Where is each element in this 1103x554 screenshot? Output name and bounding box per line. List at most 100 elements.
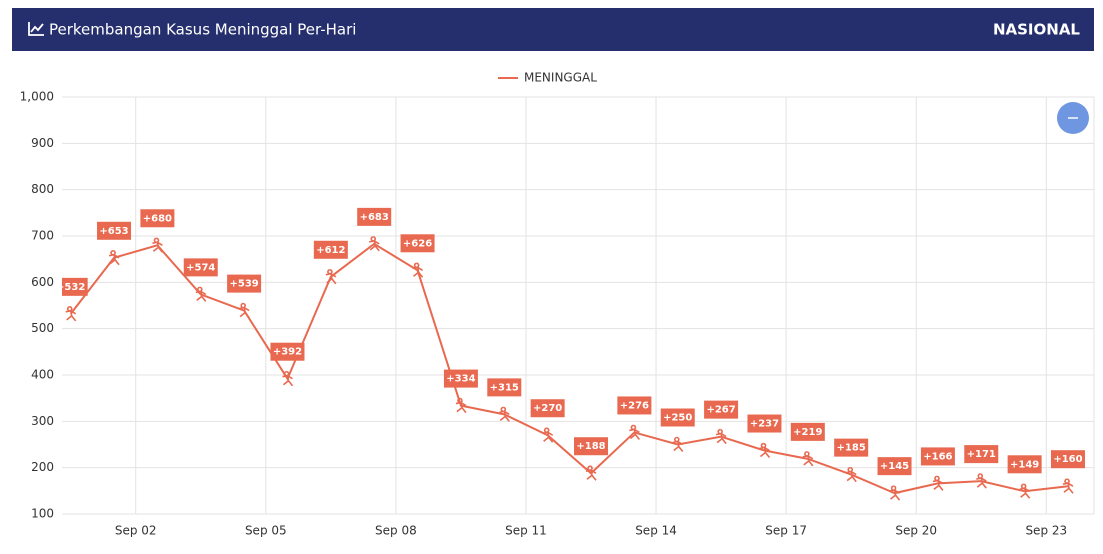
data-label-box	[270, 342, 305, 361]
data-label: +334	[446, 374, 475, 385]
data-label: +392	[273, 347, 302, 358]
legend-label: MENINGGAL	[524, 71, 597, 85]
data-label-box	[400, 234, 435, 253]
point-marker	[542, 427, 554, 443]
header-title: Perkembangan Kasus Meninggal Per-Hari	[49, 21, 356, 39]
point-marker	[672, 436, 684, 452]
data-label: +612	[316, 245, 345, 256]
data-label: +250	[663, 413, 692, 424]
series-line	[69, 242, 1069, 495]
data-label-box	[747, 414, 782, 433]
data-label: +185	[837, 443, 866, 454]
data-label-box	[834, 438, 869, 457]
data-label-box	[443, 369, 478, 388]
data-label: +237	[750, 419, 779, 430]
data-label: +532	[56, 282, 85, 293]
data-label: +145	[880, 461, 909, 472]
point-marker	[65, 306, 77, 322]
data-label: +653	[99, 226, 128, 237]
y-tick-label: 200	[31, 460, 54, 474]
data-label: +574	[186, 262, 215, 273]
data-label: +315	[490, 382, 519, 393]
header-bar	[12, 8, 1094, 51]
y-tick-label: 700	[31, 229, 54, 243]
point-marker	[369, 236, 380, 252]
point-marker	[108, 249, 120, 266]
point-marker	[846, 466, 857, 483]
point-marker	[195, 286, 207, 302]
point-marker	[759, 442, 771, 459]
point-marker	[932, 475, 944, 491]
data-label: +680	[143, 213, 172, 224]
x-tick-label: Sep 11	[505, 524, 547, 538]
y-tick-label: 800	[31, 182, 54, 196]
data-label: +149	[1010, 459, 1039, 470]
header-scope: NASIONAL	[993, 21, 1080, 39]
data-label: +539	[229, 279, 258, 290]
point-marker	[585, 465, 597, 481]
data-label: +270	[533, 403, 562, 414]
data-label: +160	[1053, 454, 1082, 465]
data-label-box	[357, 207, 392, 226]
point-marker	[629, 424, 640, 440]
point-marker	[1019, 483, 1031, 499]
point-marker	[976, 473, 987, 489]
data-label: +267	[706, 405, 735, 416]
data-label-box	[877, 457, 912, 476]
data-label-box	[227, 274, 262, 293]
data-label-box	[574, 437, 609, 456]
data-label-box	[964, 445, 999, 464]
y-tick-label: 500	[31, 321, 54, 335]
point-marker	[715, 428, 727, 445]
y-tick-label: 1,000	[20, 90, 54, 104]
data-label-box	[183, 258, 218, 277]
data-label-box	[704, 400, 739, 419]
data-label: +219	[793, 427, 822, 438]
point-marker	[499, 406, 510, 422]
data-label-box	[920, 447, 955, 466]
x-tick-label: Sep 08	[375, 524, 417, 538]
data-label: +276	[620, 400, 649, 411]
data-label-box	[313, 240, 348, 259]
y-tick-label: 300	[31, 414, 54, 428]
point-marker	[455, 397, 467, 414]
legend: MENINGGAL	[498, 71, 597, 85]
y-tick-label: 100	[31, 507, 54, 521]
point-marker	[802, 451, 814, 467]
x-tick-label: Sep 20	[895, 524, 937, 538]
x-tick-label: Sep 17	[765, 524, 807, 538]
x-tick-label: Sep 02	[115, 524, 157, 538]
point-marker	[325, 268, 337, 285]
zoom-button[interactable]	[1057, 102, 1089, 134]
data-label: +683	[360, 212, 389, 223]
data-label-box	[487, 378, 522, 397]
chart-icon	[28, 22, 44, 36]
data-label: +188	[576, 441, 605, 452]
point-marker	[412, 262, 424, 278]
point-marker	[889, 485, 901, 501]
x-tick-label: Sep 23	[1025, 524, 1067, 538]
data-label-box	[530, 399, 565, 418]
y-tick-label: 400	[31, 368, 54, 382]
point-marker	[1062, 478, 1074, 494]
data-label-box	[617, 396, 652, 415]
point-marker	[238, 302, 250, 319]
data-label-box	[1007, 455, 1042, 474]
point-marker	[152, 237, 164, 253]
data-label-box	[790, 422, 825, 441]
data-label: +166	[923, 451, 952, 462]
x-tick-label: Sep 14	[635, 524, 677, 538]
y-tick-label: 900	[31, 136, 54, 150]
data-label: +626	[403, 238, 432, 249]
data-label-box	[62, 277, 88, 296]
data-label: +171	[967, 449, 996, 460]
x-tick-label: Sep 05	[245, 524, 287, 538]
data-label-box	[140, 209, 175, 228]
data-label-box	[660, 408, 695, 427]
y-tick-label: 600	[31, 275, 54, 289]
data-label-box	[97, 221, 132, 240]
data-label-box	[1050, 450, 1085, 469]
point-marker	[282, 370, 294, 387]
